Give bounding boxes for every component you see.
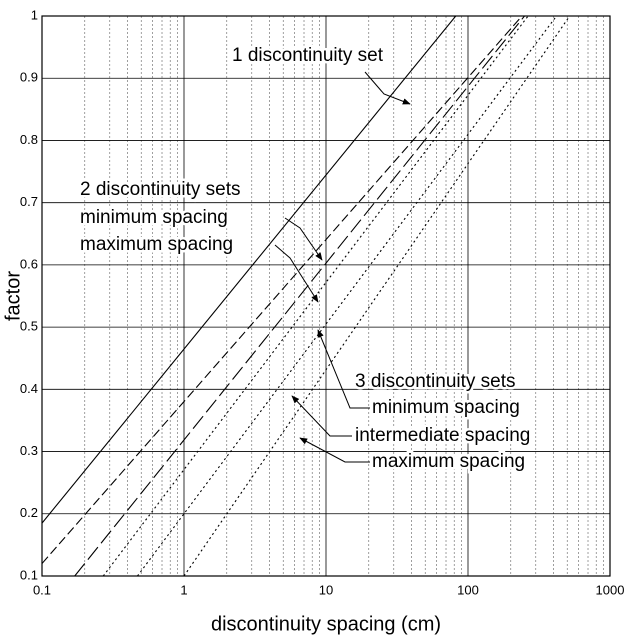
y-tick-label: 0.2 <box>20 505 38 520</box>
y-tick-label: 0.5 <box>20 319 38 334</box>
x-tick-label: 1000 <box>596 582 625 597</box>
y-tick-label: 0.4 <box>20 381 38 396</box>
series-line <box>42 16 457 524</box>
y-tick-label: 0.6 <box>20 256 38 271</box>
plot-frame <box>41 15 611 577</box>
y-axis-label: factor <box>2 271 24 321</box>
x-axis-label: discontinuity spacing (cm) <box>211 613 441 635</box>
x-tick-label: 100 <box>457 582 479 597</box>
arrow <box>364 71 411 105</box>
series-line <box>74 16 525 576</box>
x-tick-label: 1 <box>180 582 187 597</box>
arrow <box>284 217 323 261</box>
x-tick-label: 0.1 <box>33 582 51 597</box>
annotation: 2 discontinuity sets <box>80 179 241 200</box>
y-tick-label: 0.9 <box>20 70 38 85</box>
y-tick-label: 0.3 <box>20 443 38 458</box>
grid <box>41 15 611 577</box>
arrow <box>299 437 370 463</box>
arrows <box>274 71 411 463</box>
series-line <box>136 16 557 576</box>
arrow <box>274 244 319 303</box>
annotation: minimum spacing <box>80 207 228 228</box>
series-line <box>42 16 523 564</box>
series-line <box>183 16 571 576</box>
series-line <box>102 16 529 576</box>
annotation: minimum spacing <box>372 397 520 418</box>
annotation: intermediate spacing <box>355 425 530 446</box>
arrow <box>291 395 352 437</box>
y-tick-label: 0.7 <box>20 194 38 209</box>
annotation: 1 discontinuity set <box>232 45 384 66</box>
y-tick-label: 1 <box>31 7 38 22</box>
y-tick-label: 0.1 <box>20 567 38 582</box>
arrow <box>317 329 370 409</box>
annotation: maximum spacing <box>372 451 525 472</box>
annotation: 3 discontinuity sets <box>355 371 516 392</box>
y-tick-label: 0.8 <box>20 132 38 147</box>
plot-lines <box>42 16 571 576</box>
annotation: maximum spacing <box>80 234 233 255</box>
x-tick-label: 10 <box>319 582 333 597</box>
